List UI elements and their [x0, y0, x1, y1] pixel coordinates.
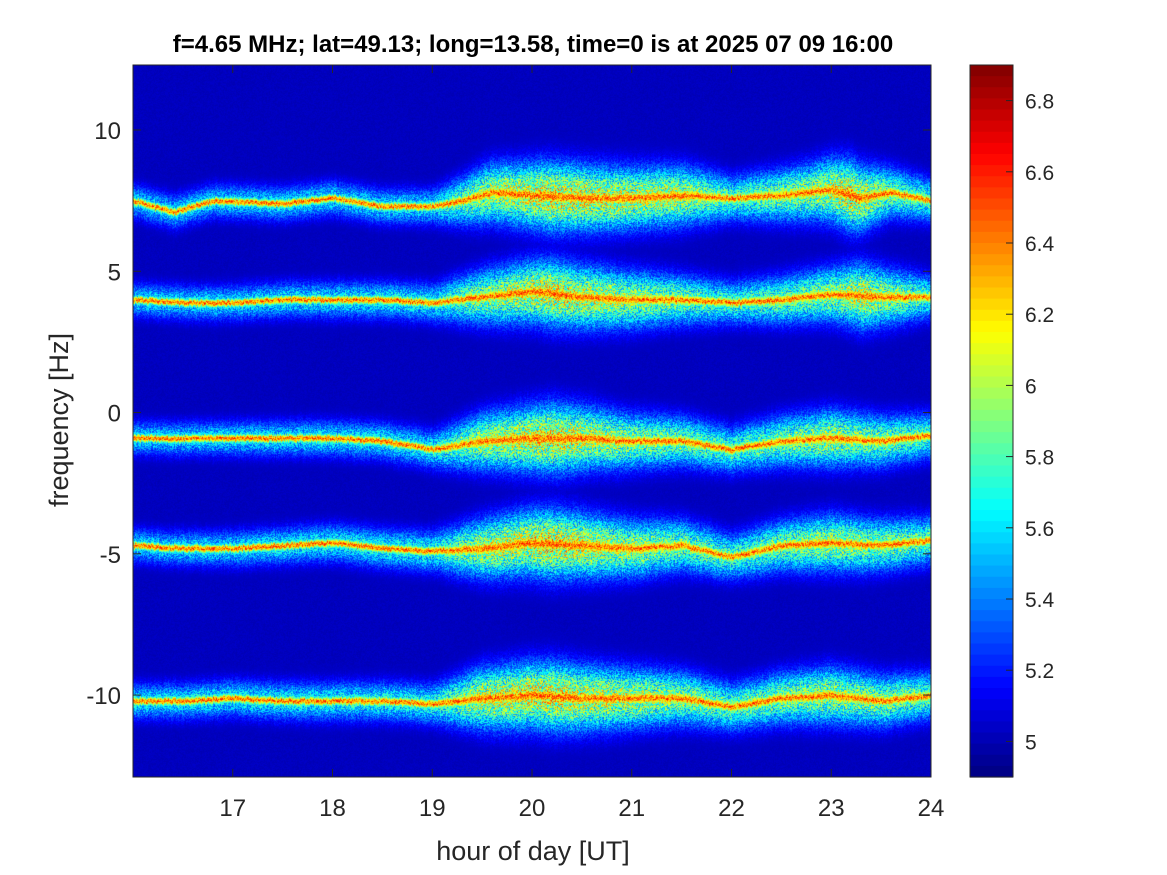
- colorbar-segment: [970, 332, 1013, 344]
- colorbar-segment: [970, 654, 1013, 667]
- colorbar-tick-label: 5: [1025, 731, 1037, 754]
- colorbar-segment: [970, 699, 1013, 711]
- colorbar-segment: [970, 298, 1013, 311]
- y-tick-label: 5: [108, 259, 121, 286]
- colorbar-segment: [970, 276, 1013, 289]
- colorbar-segment: [970, 142, 1013, 155]
- colorbar-tick-label: 5.4: [1025, 589, 1055, 612]
- colorbar-segment: [970, 231, 1013, 244]
- colorbar-segment: [970, 198, 1013, 211]
- y-tick-label: 10: [94, 118, 121, 145]
- y-tick-label: 0: [108, 401, 121, 428]
- colorbar-segment: [970, 521, 1013, 533]
- colorbar-segment: [970, 287, 1013, 300]
- colorbar-segment: [970, 320, 1013, 333]
- colorbar-segment: [970, 599, 1013, 611]
- colorbar-segment: [970, 576, 1013, 589]
- colorbar-segment: [970, 710, 1013, 722]
- colorbar-segment: [970, 732, 1013, 745]
- colorbar-segment: [970, 376, 1013, 389]
- colorbar-segment: [970, 187, 1013, 200]
- colorbar-segment: [970, 643, 1013, 656]
- colorbar-segment: [970, 465, 1013, 478]
- colorbar-segment: [970, 409, 1013, 422]
- colorbar-segment: [970, 220, 1013, 233]
- x-tick-label: 18: [319, 795, 346, 822]
- colorbar-segment: [970, 487, 1013, 500]
- colorbar-segment: [970, 621, 1013, 633]
- colorbar-segment: [970, 65, 1013, 77]
- colorbar-frame: [969, 64, 1014, 778]
- colorbar-segment: [970, 98, 1013, 111]
- x-tick-label: 17: [219, 795, 246, 822]
- colorbar-segment: [970, 365, 1013, 378]
- y-axis-label: frequency [Hz]: [44, 333, 74, 507]
- colorbar-segment: [970, 209, 1013, 222]
- colorbar-segment: [970, 343, 1013, 355]
- y-tick-label: -5: [100, 542, 121, 569]
- colorbar-tick-label: 6.4: [1025, 233, 1055, 256]
- colorbar-segment: [970, 498, 1013, 511]
- x-axis-label: hour of day [UT]: [436, 836, 630, 866]
- plot-area: [133, 65, 931, 777]
- colorbar-segment: [970, 309, 1013, 322]
- colorbar-segment: [970, 109, 1013, 122]
- colorbar-segment: [970, 554, 1013, 567]
- colorbar-segment: [970, 565, 1013, 578]
- colorbar-segment: [970, 265, 1013, 277]
- colorbar-segment: [970, 754, 1013, 767]
- colorbar-tick-label: 6.6: [1025, 162, 1054, 185]
- colorbar-segment: [970, 443, 1013, 455]
- colorbar-segment: [970, 398, 1013, 411]
- colorbar-segment: [970, 765, 1013, 778]
- colorbar-tick-label: 6.8: [1025, 91, 1054, 114]
- colorbar-segment: [970, 243, 1013, 255]
- colorbar-segment: [970, 665, 1013, 678]
- colorbar-segment: [970, 610, 1013, 622]
- colorbar-segment: [970, 688, 1013, 700]
- x-tick-label: 23: [818, 795, 845, 822]
- y-tick-label: -10: [86, 683, 121, 710]
- x-tick-label: 19: [419, 795, 446, 822]
- x-tick-label: 22: [718, 795, 745, 822]
- x-tick-label: 20: [519, 795, 546, 822]
- colorbar-segment: [970, 165, 1013, 177]
- colorbar-segment: [970, 176, 1013, 188]
- colorbar-segment: [970, 510, 1013, 522]
- colorbar-tick-label: 5.2: [1025, 660, 1054, 683]
- colorbar-segment: [970, 676, 1013, 689]
- colorbar-segment: [970, 87, 1013, 99]
- colorbar-segment: [970, 743, 1013, 756]
- colorbar-segment: [970, 543, 1013, 556]
- colorbar-segment: [970, 387, 1013, 400]
- colorbar-tick-label: 5.6: [1025, 518, 1054, 541]
- axes: 17 18 19 20 21 22 23 24 10 5 0 -5 -10: [86, 64, 945, 822]
- colorbar-segment: [970, 432, 1013, 444]
- x-tick-label: 21: [618, 795, 645, 822]
- colorbar-segment: [970, 131, 1013, 144]
- colorbar-tick-label: 5.8: [1025, 447, 1054, 470]
- colorbar-segment: [970, 354, 1013, 366]
- colorbar-segment: [970, 154, 1013, 166]
- colorbar-segment: [970, 454, 1013, 467]
- colorbar-segment: [970, 421, 1013, 433]
- colorbar-segment: [970, 254, 1013, 266]
- colorbar-tick-label: 6: [1025, 375, 1037, 398]
- colorbar-segment: [970, 721, 1013, 734]
- colorbar-segment: [970, 532, 1013, 544]
- colorbar-segment: [970, 587, 1013, 600]
- colorbar: 6.8 6.6 6.4 6.2 6 5.8 5.6 5.4 5.2 5: [969, 64, 1055, 778]
- colorbar-segment: [970, 76, 1013, 88]
- colorbar-segment: [970, 632, 1013, 645]
- heatmap-raster: [133, 65, 931, 777]
- colorbar-segment: [970, 476, 1013, 489]
- chart-title: f=4.65 MHz; lat=49.13; long=13.58, time=…: [173, 31, 893, 58]
- x-tick-label: 24: [918, 795, 945, 822]
- colorbar-tick-label: 6.2: [1025, 304, 1054, 327]
- colorbar-segment: [970, 120, 1013, 133]
